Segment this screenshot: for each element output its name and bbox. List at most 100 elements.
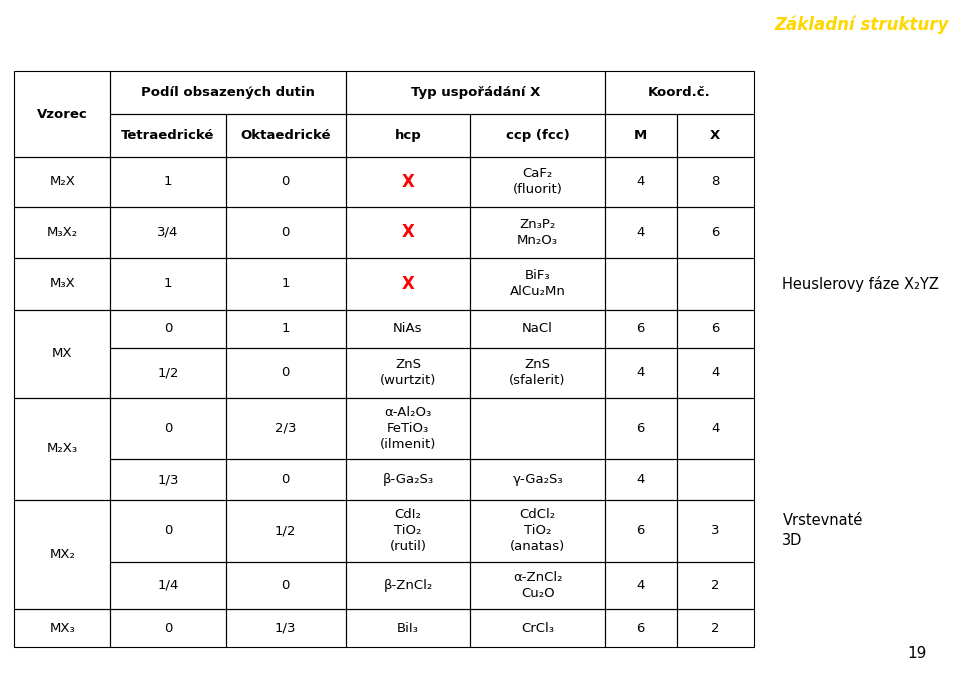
Text: MX: MX [52,347,73,360]
Text: X: X [710,129,720,142]
Text: 0: 0 [281,579,290,592]
Bar [605,258,677,310]
Text: 1/3: 1/3 [275,622,297,635]
Bar [470,207,605,258]
Bar [605,71,754,114]
Bar [346,310,470,348]
Bar [346,398,470,459]
Bar [14,310,110,398]
Bar [226,258,346,310]
Bar [226,459,346,500]
Bar [470,609,605,647]
Text: X: X [401,275,415,293]
Text: 4: 4 [636,366,645,380]
Text: 1/2: 1/2 [275,524,297,538]
Bar [226,157,346,207]
Bar [226,561,346,609]
Bar [346,207,470,258]
Text: hcp: hcp [395,129,421,142]
Text: X: X [401,173,415,191]
Bar [605,207,677,258]
Text: Koord.č.: Koord.č. [648,86,710,99]
Text: Oktaedrické: Oktaedrické [240,129,331,142]
Text: 4: 4 [636,226,645,239]
Bar [677,398,754,459]
Bar [346,114,470,157]
Text: M₃X₂: M₃X₂ [47,226,78,239]
Bar [14,207,110,258]
Bar [110,609,226,647]
Text: 2: 2 [711,579,719,592]
Bar [14,398,110,500]
Bar [226,310,346,348]
Text: 19: 19 [907,646,926,661]
Bar [677,609,754,647]
Text: 2: 2 [711,622,719,635]
Text: Základní strukturní typy: Základní strukturní typy [12,14,299,35]
Text: M₂X: M₂X [50,176,75,188]
Bar [470,114,605,157]
Text: 1/3: 1/3 [157,473,179,486]
Bar [677,258,754,310]
Text: 0: 0 [164,323,172,336]
Bar [14,500,110,609]
Text: β-ZnCl₂: β-ZnCl₂ [383,579,433,592]
Bar [605,157,677,207]
Text: Základní struktury: Základní struktury [774,15,948,34]
Text: CdI₂
TiO₂
(rutil): CdI₂ TiO₂ (rutil) [390,508,426,553]
Bar [470,459,605,500]
Text: CrCl₃: CrCl₃ [521,622,554,635]
Bar [677,207,754,258]
Text: 0: 0 [164,622,172,635]
Bar [346,561,470,609]
Bar [346,459,470,500]
Text: 0: 0 [281,176,290,188]
Bar [14,609,110,647]
Text: X: X [401,224,415,241]
Text: MX₃: MX₃ [50,622,75,635]
Text: 6: 6 [636,622,645,635]
Bar [677,157,754,207]
Bar [605,310,677,348]
Bar [226,348,346,398]
Text: Zn₃P₂
Mn₂O₃: Zn₃P₂ Mn₂O₃ [517,218,558,247]
Bar [470,258,605,310]
Bar [605,609,677,647]
Text: 6: 6 [636,422,645,435]
Bar [226,609,346,647]
Text: 1/4: 1/4 [157,579,179,592]
Text: ZnS
(sfalerit): ZnS (sfalerit) [510,359,565,387]
Bar [14,258,110,310]
Bar [110,71,346,114]
Bar [470,348,605,398]
Text: NaCl: NaCl [522,323,553,336]
Bar [605,500,677,561]
Text: Vzorec: Vzorec [37,108,87,121]
Text: 0: 0 [281,226,290,239]
Text: M₃X: M₃X [50,277,75,290]
Text: 4: 4 [636,473,645,486]
Text: M: M [635,129,647,142]
Text: 6: 6 [711,323,719,336]
Bar [677,348,754,398]
Text: NiAs: NiAs [394,323,422,336]
Text: 1/2: 1/2 [157,366,179,380]
Text: ccp (fcc): ccp (fcc) [506,129,569,142]
Text: 8: 8 [711,176,719,188]
Text: 3: 3 [711,524,719,538]
Text: 1: 1 [164,176,172,188]
Text: γ-Ga₂S₃: γ-Ga₂S₃ [513,473,563,486]
Text: MX₂: MX₂ [50,548,75,561]
Text: Tetraedrické: Tetraedrické [121,129,215,142]
Bar [14,71,110,157]
Text: 1: 1 [281,277,290,290]
Bar [110,207,226,258]
Bar [226,207,346,258]
Bar [470,561,605,609]
Text: 2/3: 2/3 [275,422,297,435]
Bar [677,310,754,348]
Text: 4: 4 [711,422,719,435]
Text: 0: 0 [164,524,172,538]
Text: α-Al₂O₃
FeTiO₃
(ilmenit): α-Al₂O₃ FeTiO₃ (ilmenit) [380,406,436,451]
Bar [110,398,226,459]
